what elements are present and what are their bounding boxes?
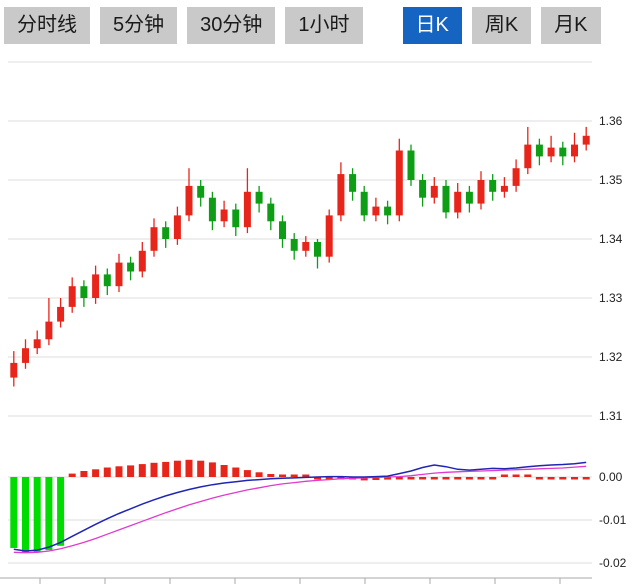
svg-text:1.32: 1.32 <box>599 350 623 364</box>
tab-monthly-k[interactable]: 月K <box>541 7 601 44</box>
svg-text:-0.01: -0.01 <box>599 513 627 527</box>
svg-text:1.34: 1.34 <box>599 232 623 246</box>
tab-timeshare-line[interactable]: 分时线 <box>4 7 90 44</box>
tab-5min[interactable]: 5分钟 <box>100 7 178 44</box>
svg-text:1.35: 1.35 <box>599 173 623 187</box>
svg-text:-0.02: -0.02 <box>599 556 627 570</box>
svg-text:0.00: 0.00 <box>599 470 623 484</box>
timeframe-toolbar: 分时线 5分钟 30分钟 1小时 日K 周K 月K <box>4 7 637 44</box>
macd-histogram <box>10 459 590 553</box>
svg-text:1.36: 1.36 <box>599 114 623 128</box>
tab-daily-k[interactable]: 日K <box>402 7 462 44</box>
price-axis-labels: 1.36 1.35 1.34 1.33 1.32 1.31 0.00 -0.01 -0.02 <box>599 114 627 570</box>
svg-text:1.31: 1.31 <box>599 409 623 423</box>
macd-dea-line <box>13 465 587 554</box>
macd-dif-line <box>13 461 587 552</box>
svg-text:1.33: 1.33 <box>599 291 623 305</box>
tab-1hour[interactable]: 1小时 <box>285 7 363 44</box>
tab-30min[interactable]: 30分钟 <box>187 7 276 44</box>
candlesticks <box>10 126 590 387</box>
grid-lines <box>0 61 592 584</box>
tab-weekly-k[interactable]: 周K <box>471 7 532 44</box>
